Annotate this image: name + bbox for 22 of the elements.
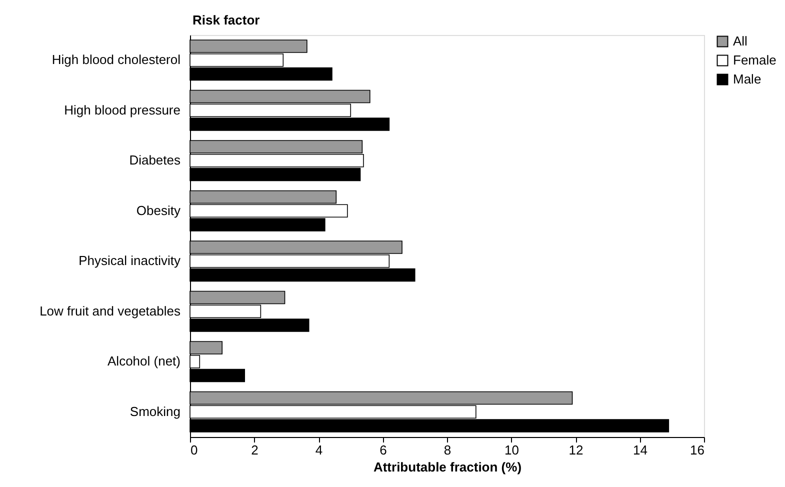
x-tick-label: 12 xyxy=(568,442,584,458)
y-tick-label: High blood cholesterol xyxy=(52,52,181,68)
y-axis-title: Risk factor xyxy=(192,12,260,28)
y-tick-label: High blood pressure xyxy=(64,102,180,118)
y-tick-label: Alcohol (net) xyxy=(108,354,180,369)
x-tick-label: 0 xyxy=(190,442,198,458)
x-tick-label: 10 xyxy=(504,442,519,458)
y-tick-label: Obesity xyxy=(136,202,181,218)
x-tick-label: 4 xyxy=(315,442,323,458)
x-tick-label: 16 xyxy=(690,442,704,458)
x-tick-label: 2 xyxy=(251,442,258,458)
x-tick-label: 8 xyxy=(444,442,452,458)
legend-label: All xyxy=(733,34,748,48)
x-axis-title: Attributable fraction (%) xyxy=(373,460,522,474)
legend-label: Male xyxy=(733,72,762,86)
x-tick-label: 14 xyxy=(633,442,648,458)
y-tick-label: Physical inactivity xyxy=(78,253,181,268)
x-tick-label: 6 xyxy=(380,442,387,458)
legend-label: Female xyxy=(733,52,776,68)
y-tick-label: Diabetes xyxy=(129,152,181,168)
y-tick-label: Low fruit and vegetables xyxy=(40,303,181,318)
y-tick-label: Smoking xyxy=(130,404,180,419)
